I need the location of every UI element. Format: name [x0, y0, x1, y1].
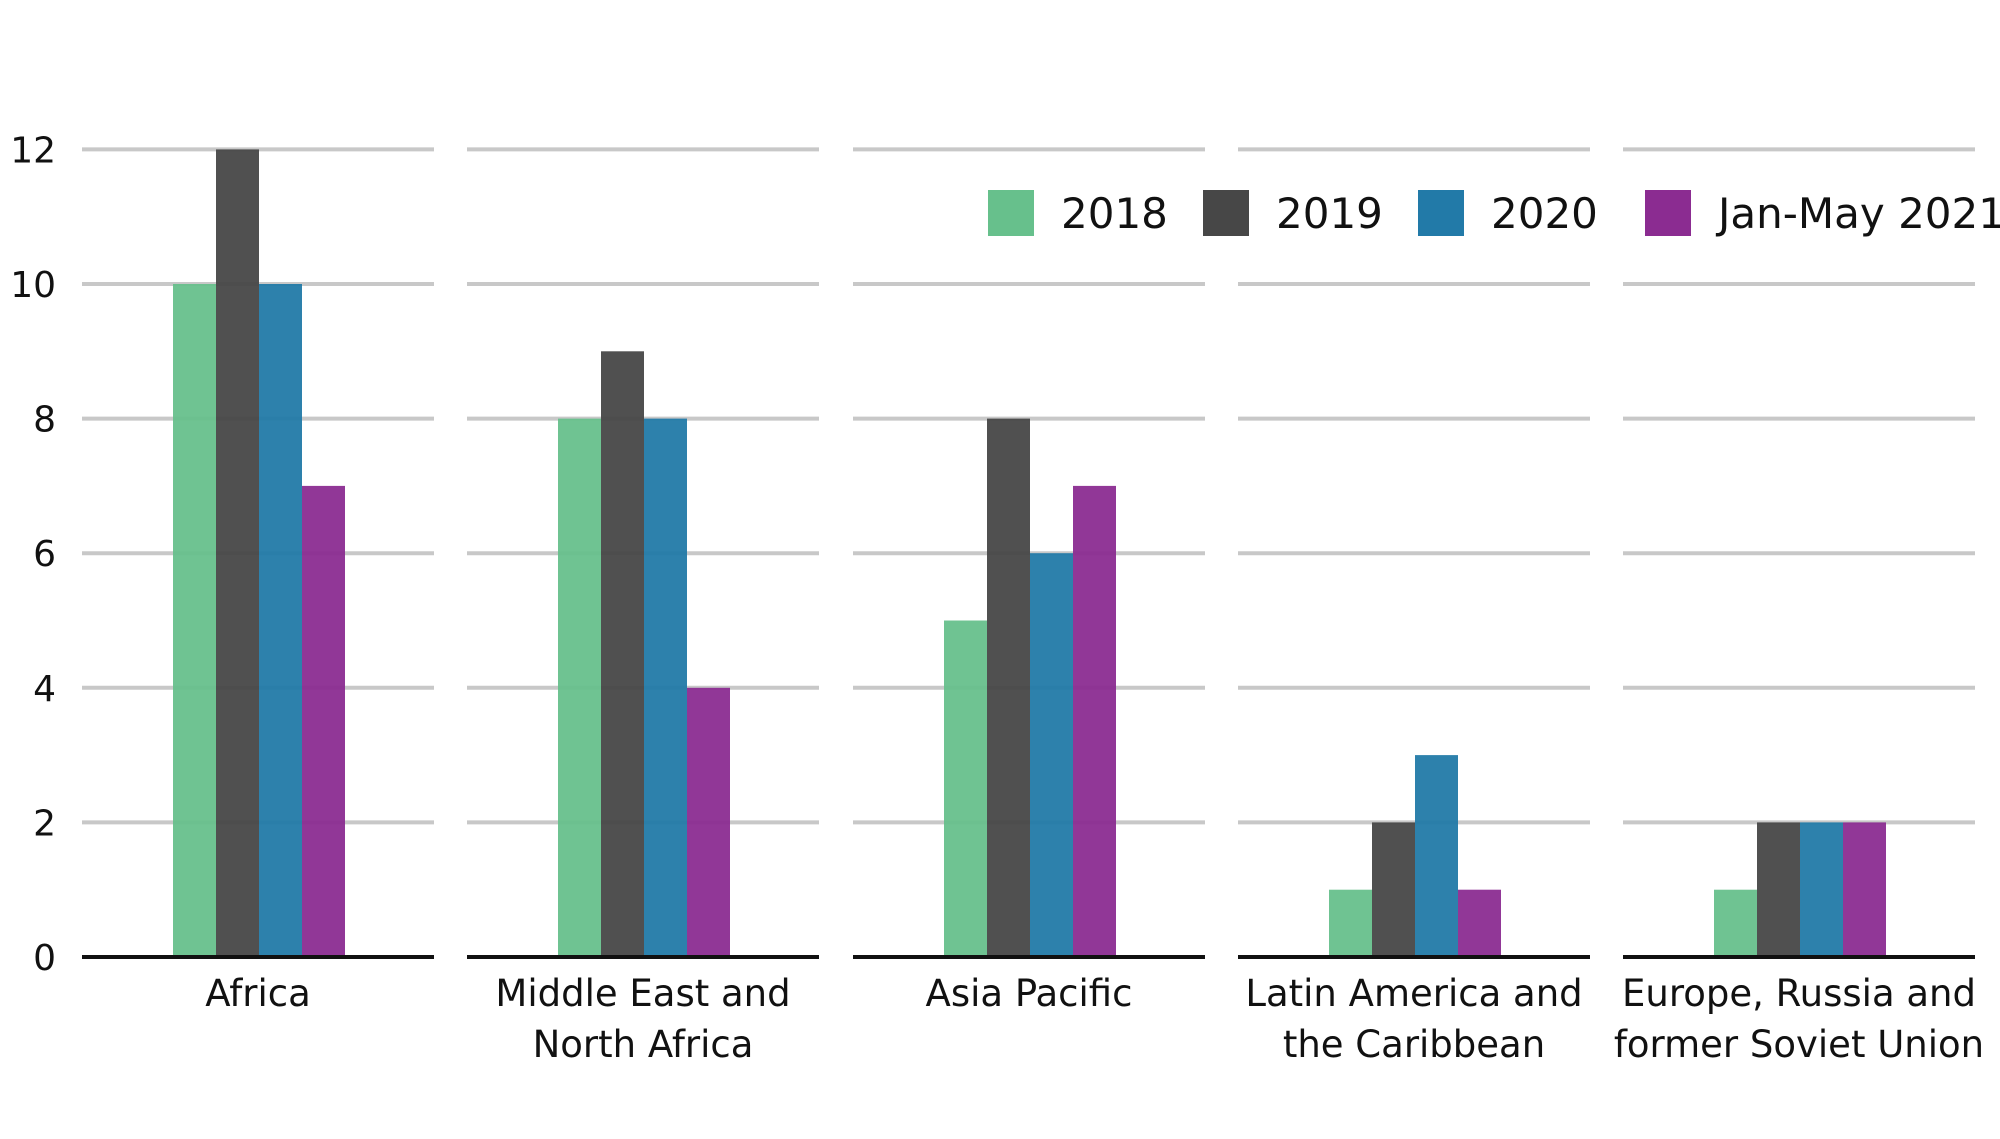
bar-2-jan-may-2021: [687, 687, 730, 957]
y-axis-tick-labels: 0 2 4 6 8 10 12: [10, 130, 56, 979]
bar-2-2018: [558, 418, 601, 958]
bar-3-jan-may-2021: [1073, 485, 1116, 957]
category-label-line: Africa: [205, 972, 311, 1015]
bar-4-2020: [1415, 755, 1458, 957]
bar-5-2019: [1757, 822, 1800, 957]
legend-label-2020: 2020: [1491, 189, 1598, 238]
bar-5-2018: [1714, 889, 1757, 957]
category-label-line: the Caribbean: [1283, 1023, 1545, 1066]
bar-2-2019: [601, 351, 644, 957]
bar-3-2018: [944, 620, 987, 957]
bar-1-jan-may-2021: [302, 485, 345, 957]
legend-swatch-2019: [1203, 190, 1249, 236]
y-tick-label-8: 8: [33, 400, 56, 441]
category-labels: Africa Middle East and North Africa Asia Pa…: [205, 972, 1984, 1066]
legend-label-2018: 2018: [1061, 189, 1168, 238]
legend-swatch-jan-may-2021: [1645, 190, 1691, 236]
category-label-line: North Africa: [533, 1023, 754, 1066]
bar-5-2020: [1800, 822, 1843, 957]
category-label-3: Asia Pacific: [926, 972, 1133, 1015]
y-tick-label-12: 12: [10, 130, 56, 171]
y-tick-label-10: 10: [10, 265, 56, 306]
category-label-line: Latin America and: [1245, 972, 1582, 1015]
bars: [173, 149, 1886, 958]
category-label-line: Middle East and: [495, 972, 790, 1015]
legend-swatch-2018: [988, 190, 1034, 236]
bar-4-2019: [1372, 822, 1415, 957]
bar-4-jan-may-2021: [1458, 889, 1501, 957]
bar-1-2019: [216, 149, 259, 957]
bar-1-2018: [173, 284, 216, 957]
legend: 2018 2019 2020 Jan-May 2021: [988, 189, 2000, 238]
category-label-4: Latin America and the Caribbean: [1245, 972, 1582, 1066]
y-tick-label-4: 4: [33, 669, 56, 710]
category-label-line: Asia Pacific: [926, 972, 1133, 1015]
bar-1-2020: [259, 284, 302, 957]
bar-3-2020: [1030, 553, 1073, 957]
category-label-2: Middle East and North Africa: [495, 972, 790, 1066]
bar-4-2018: [1329, 889, 1372, 957]
y-tick-label-0: 0: [33, 938, 56, 979]
bar-3-2019: [987, 418, 1030, 958]
legend-swatch-2020: [1418, 190, 1464, 236]
bar-2-2020: [644, 418, 687, 958]
bar-5-jan-may-2021: [1843, 822, 1886, 957]
legend-label-2019: 2019: [1276, 189, 1383, 238]
category-label-line: former Soviet Union: [1614, 1023, 1984, 1066]
category-label-line: Europe, Russia and: [1622, 972, 1976, 1015]
y-tick-label-6: 6: [33, 534, 56, 575]
y-tick-label-2: 2: [33, 803, 56, 844]
category-label-5: Europe, Russia and former Soviet Union: [1614, 972, 1984, 1066]
category-label-1: Africa: [205, 972, 311, 1015]
legend-label-jan-may-2021: Jan-May 2021: [1715, 189, 2000, 238]
